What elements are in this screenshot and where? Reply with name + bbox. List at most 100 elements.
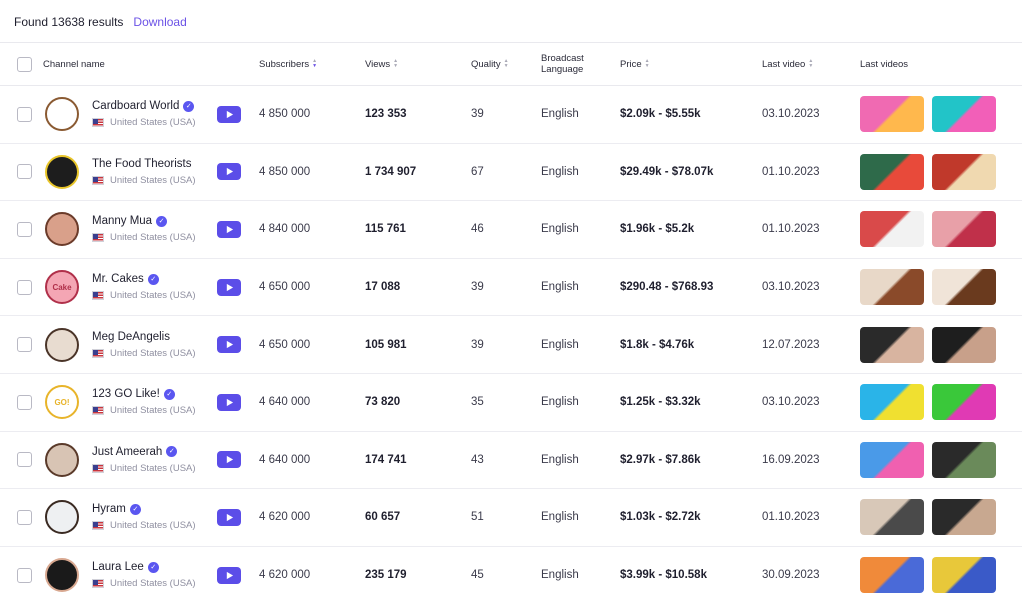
- video-thumbnail[interactable]: [932, 326, 996, 363]
- channel-name[interactable]: Mr. Cakes: [92, 273, 144, 286]
- avatar[interactable]: [45, 212, 79, 247]
- youtube-play-icon[interactable]: [217, 566, 241, 584]
- video-thumbnail[interactable]: [860, 384, 924, 421]
- row-checkbox[interactable]: [17, 337, 32, 353]
- channel-name[interactable]: Manny Mua: [92, 215, 153, 228]
- column-quality[interactable]: Quality ▲ ▼: [471, 43, 509, 85]
- channel-country: United States (USA): [92, 232, 207, 243]
- youtube-play-icon[interactable]: [217, 393, 241, 411]
- table-row[interactable]: Cake Mr. Cakes ✓ United States (USA) 4 6…: [0, 259, 1022, 317]
- column-subscribers-label: Subscribers: [259, 58, 310, 70]
- video-thumbnail[interactable]: [860, 96, 924, 133]
- channel-name[interactable]: Hyram: [92, 503, 126, 516]
- avatar[interactable]: [45, 154, 79, 189]
- price-value: $1.25k - $3.32k: [620, 396, 701, 409]
- channel-name[interactable]: Laura Lee: [92, 561, 144, 574]
- channel-cell: Meg DeAngelis ✓ United States (USA): [92, 316, 207, 373]
- row-checkbox[interactable]: [17, 221, 32, 237]
- row-checkbox[interactable]: [17, 509, 32, 525]
- video-thumbnail[interactable]: [932, 153, 996, 190]
- youtube-play-icon[interactable]: [217, 278, 241, 296]
- table-row[interactable]: GO! 123 GO Like! ✓ United States (USA) 4…: [0, 374, 1022, 432]
- country-label: United States (USA): [110, 405, 196, 417]
- video-thumbnail[interactable]: [860, 499, 924, 536]
- column-views[interactable]: Views ▲ ▼: [365, 43, 398, 85]
- video-thumbnail[interactable]: [932, 499, 996, 536]
- subscribers-value: 4 840 000: [259, 223, 311, 236]
- channel-name[interactable]: Just Ameerah: [92, 445, 163, 458]
- language-value: English: [541, 338, 579, 351]
- video-thumbnail[interactable]: [932, 96, 996, 133]
- channel-avatar-cell: [45, 144, 79, 201]
- price-value: $1.03k - $2.72k: [620, 511, 701, 524]
- youtube-play-icon[interactable]: [217, 105, 241, 123]
- us-flag-icon: [92, 406, 104, 416]
- sort-icon: ▲ ▼: [644, 58, 650, 69]
- column-last-video[interactable]: Last video ▲ ▼: [762, 43, 813, 85]
- table-row[interactable]: Just Ameerah ✓ United States (USA) 4 640…: [0, 432, 1022, 490]
- avatar[interactable]: [45, 500, 79, 535]
- youtube-play-icon[interactable]: [217, 163, 241, 181]
- column-channel-name: Channel name: [43, 43, 105, 85]
- youtube-play-icon[interactable]: [217, 451, 241, 469]
- avatar[interactable]: [45, 327, 79, 362]
- results-summary: Found 13638 results Download: [14, 14, 187, 30]
- quality-value: 67: [471, 165, 484, 178]
- video-thumbnail[interactable]: [932, 211, 996, 248]
- country-label: United States (USA): [110, 232, 196, 244]
- channel-name[interactable]: Meg DeAngelis: [92, 330, 170, 343]
- video-thumbnail[interactable]: [932, 441, 996, 478]
- language-value: English: [541, 281, 579, 294]
- last-video-date: 03.10.2023: [762, 281, 820, 294]
- video-thumbnail[interactable]: [932, 557, 996, 594]
- sort-icon: ▲ ▼: [503, 58, 509, 69]
- row-checkbox[interactable]: [17, 394, 32, 410]
- last-videos-cell: [860, 432, 996, 489]
- table-row[interactable]: Cardboard World ✓ United States (USA) 4 …: [0, 86, 1022, 144]
- last-video-date: 03.10.2023: [762, 108, 820, 121]
- column-last-video-label: Last video: [762, 58, 806, 70]
- row-checkbox[interactable]: [17, 567, 32, 583]
- avatar[interactable]: Cake: [45, 270, 79, 305]
- row-checkbox[interactable]: [17, 164, 32, 180]
- youtube-play-icon[interactable]: [217, 220, 241, 238]
- channel-name[interactable]: Cardboard World: [92, 100, 180, 113]
- video-thumbnail[interactable]: [860, 269, 924, 306]
- video-thumbnail[interactable]: [860, 153, 924, 190]
- youtube-play-icon[interactable]: [217, 508, 241, 526]
- channel-cell: Hyram ✓ United States (USA): [92, 489, 207, 546]
- us-flag-icon: [92, 521, 104, 531]
- table-row[interactable]: Manny Mua ✓ United States (USA) 4 840 00…: [0, 201, 1022, 259]
- subscribers-value: 4 620 000: [259, 511, 311, 524]
- quality-value: 43: [471, 453, 484, 466]
- row-checkbox[interactable]: [17, 106, 32, 122]
- youtube-play-icon[interactable]: [217, 336, 241, 354]
- row-checkbox[interactable]: [17, 452, 32, 468]
- select-all-checkbox[interactable]: [17, 56, 32, 72]
- channel-country: United States (USA): [92, 175, 207, 186]
- video-thumbnail[interactable]: [860, 557, 924, 594]
- table-row[interactable]: Laura Lee ✓ United States (USA) 4 620 00…: [0, 547, 1022, 602]
- avatar[interactable]: [45, 558, 79, 593]
- row-select-cell: [17, 316, 32, 373]
- download-link[interactable]: Download: [133, 15, 187, 29]
- table-row[interactable]: Hyram ✓ United States (USA) 4 620 000 60…: [0, 489, 1022, 547]
- video-thumbnail[interactable]: [860, 326, 924, 363]
- last-videos-cell: [860, 259, 996, 316]
- video-thumbnail[interactable]: [932, 384, 996, 421]
- views-value: 73 820: [365, 396, 401, 409]
- video-thumbnail[interactable]: [932, 269, 996, 306]
- table-row[interactable]: Meg DeAngelis ✓ United States (USA) 4 65…: [0, 316, 1022, 374]
- table-row[interactable]: The Food Theorists ✓ United States (USA)…: [0, 144, 1022, 202]
- row-checkbox[interactable]: [17, 279, 32, 295]
- column-subscribers[interactable]: Subscribers ▲ ▼: [259, 43, 317, 85]
- avatar[interactable]: GO!: [45, 385, 79, 420]
- channel-name[interactable]: 123 GO Like!: [92, 388, 160, 401]
- video-thumbnail[interactable]: [860, 441, 924, 478]
- channel-name[interactable]: The Food Theorists: [92, 157, 192, 170]
- avatar[interactable]: [45, 97, 79, 132]
- avatar[interactable]: [45, 442, 79, 477]
- column-price[interactable]: Price ▲ ▼: [620, 43, 650, 85]
- video-thumbnail[interactable]: [860, 211, 924, 248]
- views-value: 105 981: [365, 338, 407, 351]
